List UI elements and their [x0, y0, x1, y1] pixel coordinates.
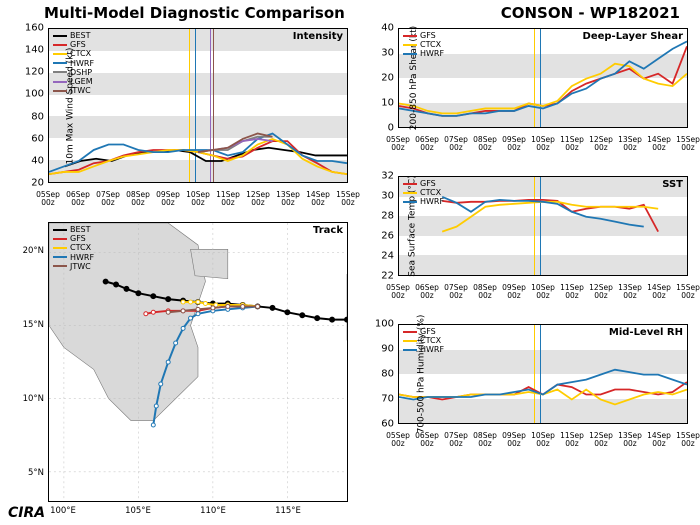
- sst-panel: SSTGFSCTCXHWRF22242628303205Sep00z06Sep0…: [398, 176, 688, 276]
- rh-legend: GFSCTCXHWRF: [403, 327, 444, 355]
- shear-panel: Deep-Layer ShearGFSCTCXHWRF01020304005Se…: [398, 28, 688, 128]
- sst-title: SST: [662, 179, 683, 190]
- intensity-legend: BESTGFSCTCXHWRFDSHPLGEMJTWC: [53, 31, 94, 95]
- rh-panel: Mid-Level RHGFSCTCXHWRF6070809010005Sep0…: [398, 324, 688, 424]
- intensity-panel: IntensityBESTGFSCTCXHWRFDSHPLGEMJTWC2040…: [48, 28, 348, 183]
- rh-title: Mid-Level RH: [609, 327, 683, 338]
- sst-legend: GFSCTCXHWRF: [403, 179, 444, 207]
- shear-legend: GFSCTCXHWRF: [403, 31, 444, 59]
- track-panel: TrackBESTGFSCTCXHWRFJTWC100°E105°E110°E1…: [48, 222, 348, 502]
- shear-title: Deep-Layer Shear: [583, 31, 683, 42]
- intensity-title: Intensity: [293, 31, 343, 42]
- logo-cira: CIRA: [8, 505, 45, 521]
